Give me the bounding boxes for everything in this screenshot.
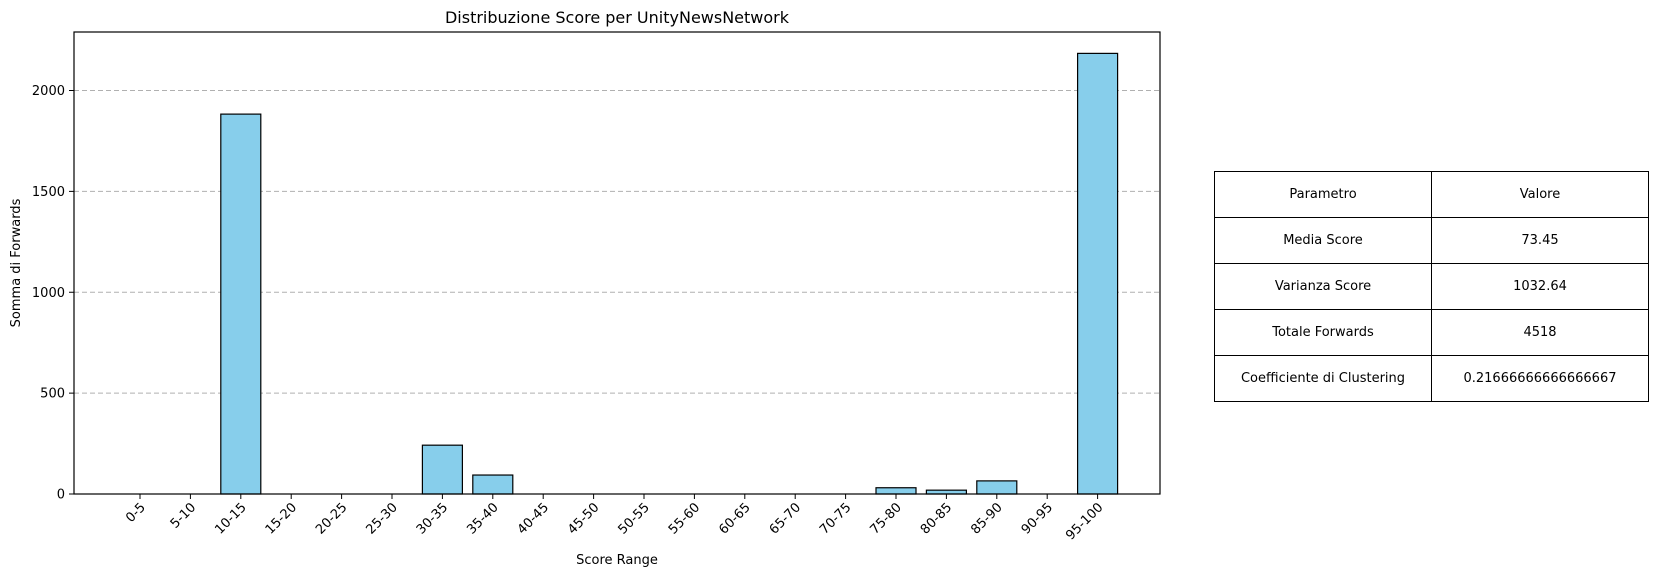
table-cell-param: Varianza Score	[1214, 263, 1432, 310]
x-tick-label: 35-40	[464, 500, 501, 537]
bar-35-40	[472, 474, 514, 495]
bar-75-80	[875, 487, 917, 495]
table-header-param: Parametro	[1214, 171, 1432, 218]
table-cell-param: Media Score	[1214, 217, 1432, 264]
x-tick-label: 90-95	[1019, 500, 1056, 537]
x-tick-label: 5-10	[168, 500, 199, 531]
table-cell-value: 0.21666666666666667	[1431, 355, 1649, 402]
table-cell-value: 73.45	[1431, 217, 1649, 264]
x-tick-label: 55-60	[666, 500, 703, 537]
bar-30-35	[421, 444, 463, 495]
x-tick-label: 10-15	[212, 500, 249, 537]
bar-85-90	[976, 480, 1018, 495]
x-tick-label: 95-100	[1063, 500, 1106, 543]
y-axis-ticks: 0 500 1000 1500 2000	[32, 84, 74, 503]
bars	[220, 52, 1119, 495]
x-tick-label: 25-30	[364, 500, 401, 537]
table-row: Coefficiente di Clustering 0.21666666666…	[1214, 355, 1649, 402]
table-cell-value: 4518	[1431, 309, 1649, 356]
bar-10-15	[220, 113, 262, 495]
x-tick-label: 75-80	[868, 500, 905, 537]
table-row: Totale Forwards 4518	[1214, 309, 1649, 356]
x-tick-label: 80-85	[918, 500, 955, 537]
table-cell-value: 1032.64	[1431, 263, 1649, 310]
x-tick-label: 70-75	[817, 500, 854, 537]
x-tick-label: 65-70	[767, 500, 804, 537]
x-tick-label: 85-90	[968, 500, 1005, 537]
y-tick-label: 2000	[32, 84, 65, 99]
x-tick-label: 40-45	[515, 500, 552, 537]
table-header-row: Parametro Valore	[1214, 171, 1649, 218]
y-tick-label: 0	[57, 488, 65, 503]
x-tick-label: 45-50	[565, 500, 602, 537]
y-tick-label: 1500	[32, 185, 65, 200]
chart-title: Distribuzione Score per UnityNewsNetwork	[445, 8, 790, 27]
x-tick-label: 30-35	[414, 500, 451, 537]
x-tick-label: 20-25	[313, 500, 350, 537]
table-row: Varianza Score 1032.64	[1214, 263, 1649, 310]
table-row: Media Score 73.45	[1214, 217, 1649, 264]
x-tick-label: 50-55	[616, 500, 653, 537]
bar-95-100	[1076, 52, 1119, 495]
x-tick-label: 15-20	[263, 500, 300, 537]
x-tick-label: 0-5	[123, 500, 149, 526]
y-tick-label: 500	[40, 387, 65, 402]
stats-table: Parametro Valore Media Score 73.45 Varia…	[1214, 171, 1649, 402]
table-header-value: Valore	[1431, 171, 1649, 218]
x-tick-label: 60-65	[716, 500, 753, 537]
x-axis-ticks: 0-5 5-10 10-15 15-20 20-25 25-30 30-35 35-40 40-…	[123, 494, 1106, 543]
y-tick-label: 1000	[32, 286, 65, 301]
plot-area-frame	[73, 31, 1161, 495]
y-axis-title: Somma di Forwards	[9, 198, 24, 327]
x-axis-title: Score Range	[576, 553, 658, 568]
table-cell-param: Coefficiente di Clustering	[1214, 355, 1432, 402]
table-cell-param: Totale Forwards	[1214, 309, 1432, 356]
